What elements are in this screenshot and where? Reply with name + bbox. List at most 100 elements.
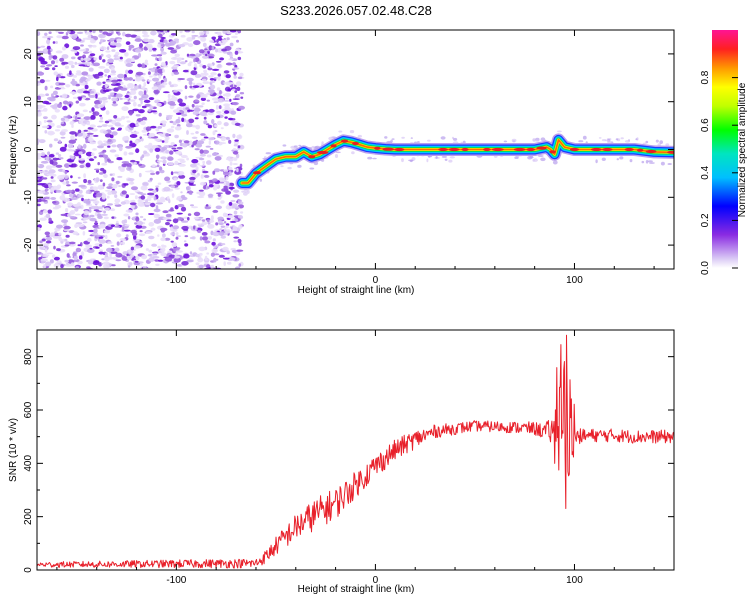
spectrogram-noise-speckle (232, 230, 239, 234)
spectrogram-noise-speckle (51, 60, 55, 65)
spectrogram-halo-speckle (401, 136, 405, 139)
spectrogram-noise-speckle (232, 102, 239, 106)
spectrogram-noise-speckle (228, 166, 233, 171)
spectrogram-noise-speckle (236, 134, 243, 140)
spectrogram-noise-speckle (129, 122, 136, 128)
spectrogram-noise-speckle (104, 158, 108, 163)
spectrogram-noise-speckle (106, 46, 110, 50)
spectrogram-noise-speckle (40, 199, 48, 202)
spectrogram-noise-speckle (143, 218, 147, 221)
spectrogram-noise-speckle (194, 73, 202, 78)
spectrogram-noise-speckle (150, 227, 156, 231)
spectrogram-noise-speckle (45, 93, 49, 96)
spectrogram-noise-speckle (233, 71, 238, 75)
spectrogram-noise-speckle (212, 178, 218, 182)
spectrogram-noise-speckle (190, 163, 197, 168)
spectrogram-noise-speckle (41, 197, 46, 201)
spectrogram-noise-speckle (225, 225, 229, 229)
spectrogram-noise-speckle (175, 119, 181, 124)
spectrogram-noise-speckle (100, 152, 105, 156)
spectrogram-noise-speckle (158, 33, 163, 38)
spectrogram-noise-speckle (225, 81, 233, 86)
spectrogram-noise-speckle (148, 257, 155, 262)
spectrogram-noise-speckle (200, 93, 208, 99)
spectrogram-noise-speckle (119, 49, 127, 53)
spectrogram-noise-speckle (116, 241, 120, 246)
spectrogram-noise-speckle (208, 193, 213, 198)
spectrogram-noise-speckle (188, 118, 195, 124)
spectrogram-noise-speckle (69, 121, 75, 125)
spectrogram-noise-speckle (37, 111, 42, 117)
spectrogram-noise-speckle (148, 235, 155, 240)
spectrogram-noise-speckle (174, 53, 180, 58)
spectrogram-noise-speckle (138, 84, 142, 89)
spectrogram-noise-speckle (146, 197, 152, 202)
spectrogram-noise-speckle (199, 181, 207, 186)
spectrogram-noise-speckle (86, 183, 94, 186)
spectrogram-noise-speckle (127, 216, 131, 220)
spectrogram-noise-speckle (235, 249, 244, 252)
spectrogram-noise-speckle (85, 151, 93, 157)
spectrogram-noise-speckle (200, 133, 206, 136)
spectrogram-noise-speckle (55, 30, 60, 33)
spectrogram-noise-speckle (174, 134, 179, 139)
spectrogram-halo-speckle (641, 160, 645, 164)
spectrogram-noise-speckle (83, 129, 88, 132)
spectrogram-noise-speckle (186, 157, 190, 161)
spectrogram-noise-speckle (139, 43, 143, 48)
spectrogram-halo-speckle (410, 137, 413, 139)
spectrogram-noise-speckle (97, 162, 100, 166)
spectrogram-noise-speckle (113, 225, 121, 228)
spectrogram-noise-speckle (46, 252, 53, 255)
spectrogram-noise-speckle (225, 213, 229, 218)
spectrogram-halo-speckle (511, 138, 517, 142)
spectrogram-noise-speckle (136, 191, 144, 194)
spectrogram-noise-speckle (73, 255, 77, 261)
spectrogram-noise-speckle (150, 30, 157, 36)
spectrogram-noise-speckle (101, 205, 106, 208)
spectrogram-noise-speckle (92, 62, 101, 67)
spectrogram-noise-speckle (170, 49, 178, 54)
spectrogram-noise-speckle (156, 102, 162, 107)
spectrogram-noise-speckle (98, 120, 104, 123)
spectrogram-noise-speckle (88, 74, 94, 80)
spectrogram-noise-speckle (220, 243, 226, 246)
spectrogram-noise-speckle (60, 213, 68, 217)
spectrogram-noise-speckle (46, 236, 52, 241)
spectrogram-halo-speckle (435, 156, 438, 159)
colorbar-tick-label: 0.6 (700, 118, 711, 132)
spectrogram-noise-speckle (52, 90, 58, 96)
spectrogram-noise-speckle (171, 242, 178, 248)
spectrogram-noise-speckle (93, 134, 99, 137)
spectrogram-halo-speckle (384, 136, 388, 139)
spectrogram-noise-speckle (55, 50, 63, 54)
spectrogram-noise-speckle (157, 245, 161, 249)
spectrogram-noise-speckle (115, 252, 123, 258)
colorbar-label: Normalized spectral amplitude (737, 82, 748, 217)
spectrogram-noise-speckle (176, 197, 183, 201)
spectrogram-noise-speckle (91, 57, 95, 63)
spectrogram-noise-speckle (67, 114, 71, 119)
spectrogram-noise-speckle (236, 86, 241, 91)
spectrogram-noise-speckle (37, 104, 44, 110)
spectrogram-noise-speckle (69, 70, 72, 75)
spectrogram-halo-speckle (503, 140, 508, 143)
spectrogram-noise-speckle (187, 213, 192, 216)
spectrogram-noise-speckle (134, 123, 140, 127)
spectrogram-noise-speckle (191, 107, 195, 111)
spectrogram-noise-speckle (233, 240, 237, 243)
spectrogram-noise-speckle (191, 206, 199, 209)
spectrogram-noise-speckle (237, 76, 243, 80)
spectrogram-noise-speckle (91, 152, 95, 156)
spectrogram-noise-speckle (189, 85, 193, 89)
spectrogram-noise-speckle (178, 174, 186, 179)
spectrogram-noise-speckle (105, 79, 113, 83)
spectrogram-noise-speckle (37, 203, 41, 207)
spectrogram-noise-speckle (62, 168, 66, 173)
spectrogram-noise-speckle (38, 246, 46, 250)
spectrogram-noise-speckle (52, 67, 56, 71)
spectrogram-noise-speckle (207, 236, 212, 240)
spectrogram-noise-speckle (75, 247, 82, 253)
spectrogram-noise-speckle (160, 227, 168, 232)
spectrogram-noise-speckle (115, 117, 122, 122)
